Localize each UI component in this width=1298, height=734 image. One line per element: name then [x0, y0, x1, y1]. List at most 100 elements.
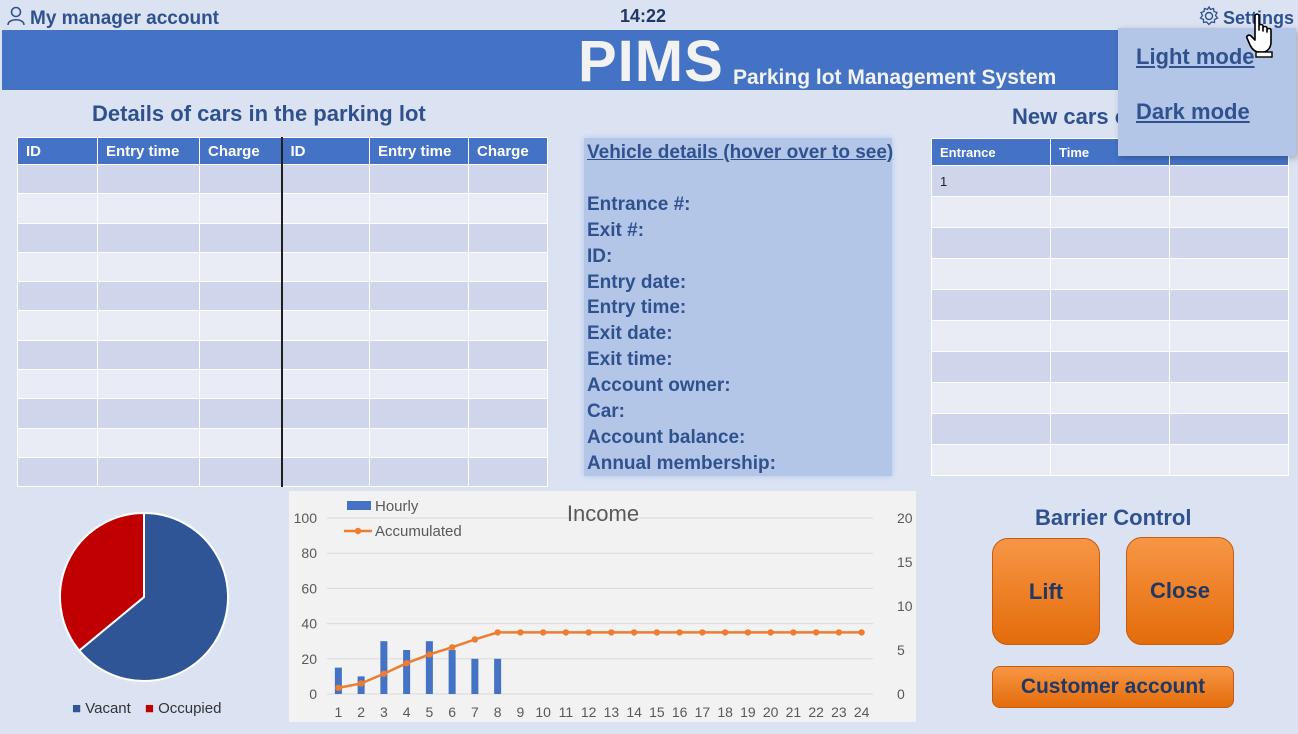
- field-account-owner: Account owner:: [587, 375, 731, 396]
- x-tick-label: 20: [763, 704, 779, 720]
- table-cell: [1169, 289, 1289, 321]
- x-tick-label: 7: [471, 704, 479, 720]
- col-header-id: ID: [17, 137, 98, 165]
- light-mode-option[interactable]: Light mode: [1136, 44, 1255, 69]
- point-accumulated: [471, 636, 479, 643]
- vehicle-details-panel[interactable]: [584, 138, 892, 476]
- table-cell: [1169, 165, 1289, 197]
- cars-section-title: Details of cars in the parking lot: [92, 101, 426, 126]
- point-accumulated: [539, 629, 547, 636]
- col-header-entry-time: Entry time: [97, 137, 200, 165]
- table-cell: [97, 281, 200, 312]
- table-cell: [199, 222, 282, 253]
- lift-button[interactable]: Lift: [992, 538, 1100, 645]
- x-tick-label: 24: [854, 704, 870, 720]
- app-title: PIMS: [578, 29, 724, 94]
- col-header-entrance: Entrance: [931, 138, 1051, 166]
- table-cell: [1050, 413, 1170, 445]
- table-cell: [199, 427, 282, 458]
- table-cell: [1169, 320, 1289, 352]
- table-cell: [931, 444, 1051, 476]
- table-cell: [199, 369, 282, 400]
- point-accumulated: [676, 629, 683, 636]
- field-id: ID:: [587, 246, 613, 267]
- table-row: [17, 369, 548, 400]
- table-cell: [1050, 320, 1170, 352]
- manager-account-link[interactable]: My manager account: [6, 6, 219, 32]
- table-cell: [468, 427, 548, 458]
- x-tick-label: 6: [448, 704, 456, 720]
- table-cell: [17, 456, 98, 488]
- table-cell: [931, 227, 1051, 259]
- x-tick-label: 14: [626, 704, 642, 720]
- table-row: [17, 193, 548, 224]
- clock: 14:22: [620, 6, 667, 26]
- x-tick-label: 22: [808, 704, 824, 720]
- table-cell: [1050, 351, 1170, 383]
- point-accumulated: [494, 629, 501, 636]
- left-tick-label: 40: [301, 616, 317, 632]
- point-accumulated: [608, 629, 615, 636]
- table-cell: [369, 251, 469, 283]
- table-cell: [369, 398, 469, 429]
- table-cell: [1169, 413, 1289, 445]
- table-cell: [199, 456, 282, 488]
- table-row: [17, 398, 548, 429]
- table-cell: [97, 398, 200, 429]
- x-tick-label: 5: [425, 704, 433, 720]
- point-accumulated: [835, 629, 843, 636]
- table-cell: [1169, 227, 1289, 259]
- table-cell: [931, 258, 1051, 290]
- table-cell: [17, 398, 98, 429]
- right-tick-label: 15: [897, 554, 913, 570]
- right-tick-label: 20: [897, 510, 913, 526]
- bar-hourly: [403, 650, 411, 694]
- dark-mode-option[interactable]: Dark mode: [1136, 99, 1250, 124]
- table-cell: [97, 163, 200, 195]
- table-cell: [369, 222, 469, 253]
- x-tick-label: 10: [535, 704, 551, 720]
- table-row: [17, 427, 548, 458]
- customer-account-button[interactable]: Customer account: [992, 666, 1234, 708]
- point-accumulated: [448, 644, 456, 651]
- table-cell: [468, 163, 548, 195]
- table-cell: [369, 310, 469, 341]
- table-cell: [931, 382, 1051, 414]
- new-cars-table: Entrance Time 1: [931, 138, 1289, 476]
- point-accumulated: [858, 629, 865, 636]
- x-tick-label: 21: [786, 704, 802, 720]
- user-icon: [6, 6, 26, 32]
- left-tick-label: 100: [294, 510, 318, 526]
- point-accumulated: [517, 629, 524, 636]
- table-cell: [17, 193, 98, 224]
- x-tick-label: 11: [559, 704, 574, 720]
- table-cell: [1050, 165, 1170, 197]
- table-cell: [1050, 444, 1170, 476]
- table-cell: [280, 339, 370, 371]
- table-cell: [369, 369, 469, 400]
- table-cell: [468, 310, 548, 341]
- table-cell: [97, 339, 200, 371]
- app-subtitle: Parking lot Management System: [733, 66, 1057, 89]
- table-cell: [369, 456, 469, 488]
- table-cell: [931, 289, 1051, 321]
- field-account-balance: Account balance:: [587, 427, 746, 448]
- right-tick-label: 0: [897, 686, 905, 702]
- table-row: [17, 163, 548, 195]
- pie-slice-occupied: [59, 511, 145, 652]
- point-accumulated: [357, 680, 365, 687]
- close-button[interactable]: Close: [1126, 537, 1234, 645]
- x-tick-label: 17: [695, 704, 711, 720]
- field-entry-time: Entry time:: [587, 297, 687, 318]
- field-exit-date: Exit date:: [587, 323, 673, 344]
- table-cell: [931, 196, 1051, 228]
- table-cell: [97, 369, 200, 400]
- x-tick-label: 19: [740, 704, 756, 720]
- table-cell: [931, 413, 1051, 445]
- point-accumulated: [767, 629, 774, 636]
- table-cell: [1169, 351, 1289, 383]
- table-cell: 1: [931, 165, 1051, 197]
- table-cell: [17, 369, 98, 400]
- table-cell: [468, 193, 548, 224]
- field-car: Car:: [587, 401, 626, 422]
